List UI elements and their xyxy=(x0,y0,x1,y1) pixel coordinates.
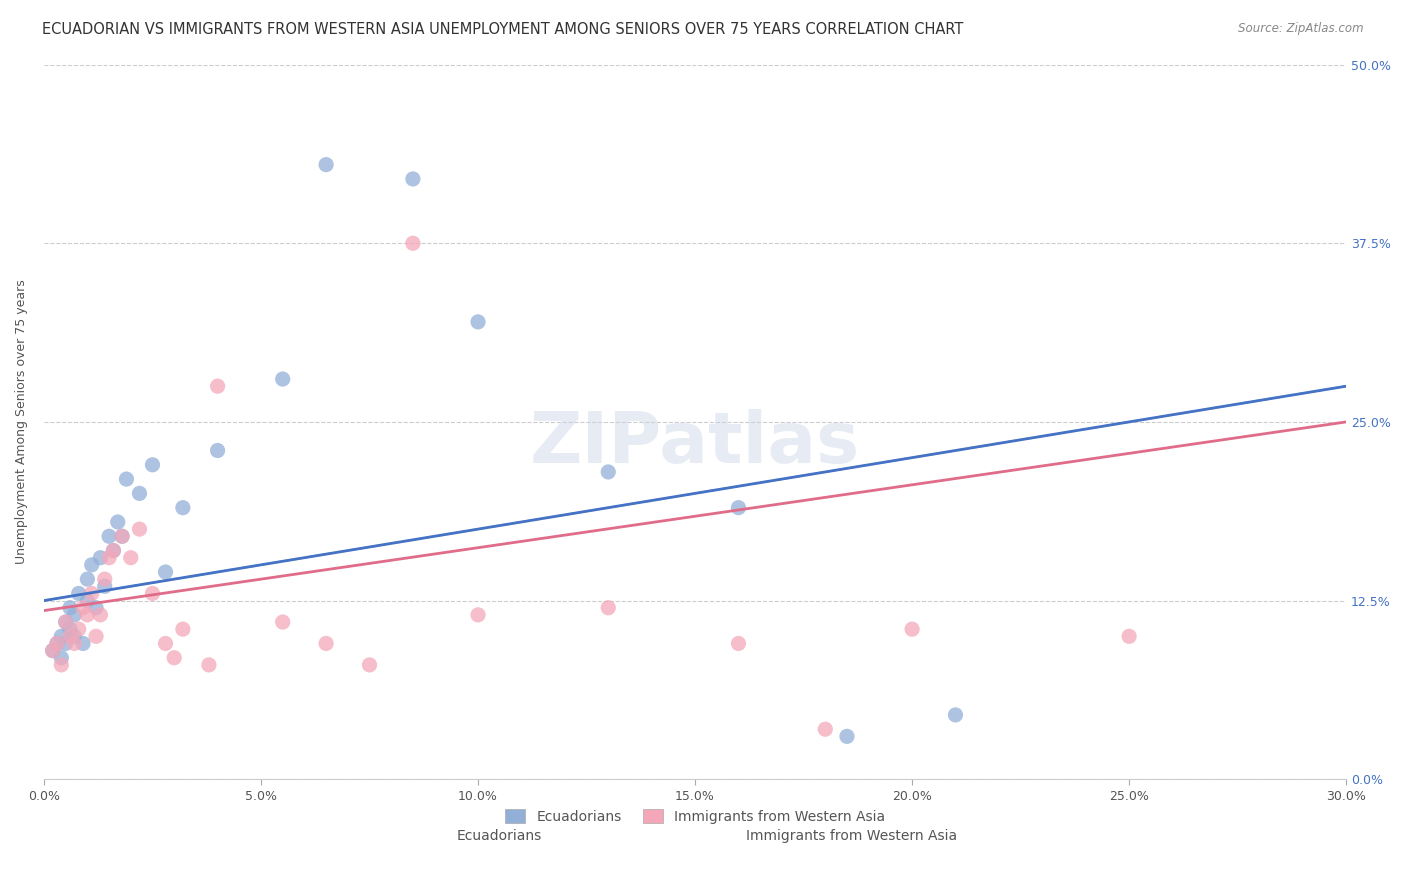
Point xyxy=(814,723,837,737)
Point xyxy=(55,636,77,650)
Point xyxy=(103,543,125,558)
Point xyxy=(63,636,86,650)
Point xyxy=(89,607,111,622)
Point xyxy=(172,622,194,636)
Point xyxy=(271,615,294,629)
Point xyxy=(80,586,103,600)
Point xyxy=(63,629,86,643)
Point xyxy=(55,615,77,629)
Point xyxy=(207,379,229,393)
Point xyxy=(76,572,98,586)
Point xyxy=(63,607,86,622)
Point xyxy=(467,315,489,329)
Point xyxy=(72,636,94,650)
Point xyxy=(111,529,134,543)
Point xyxy=(402,172,425,186)
Point xyxy=(93,579,115,593)
Point xyxy=(89,550,111,565)
Point xyxy=(67,586,90,600)
Point xyxy=(945,707,967,722)
Point xyxy=(67,622,90,636)
Point xyxy=(115,472,138,486)
Point xyxy=(59,629,82,643)
Point xyxy=(901,622,924,636)
Point xyxy=(51,650,73,665)
Text: Immigrants from Western Asia: Immigrants from Western Asia xyxy=(745,830,957,843)
Point xyxy=(59,600,82,615)
Point xyxy=(120,550,142,565)
Point xyxy=(172,500,194,515)
Point xyxy=(271,372,294,386)
Point xyxy=(93,572,115,586)
Point xyxy=(198,657,221,672)
Point xyxy=(41,643,63,657)
Point xyxy=(46,636,69,650)
Point xyxy=(128,522,150,536)
Point xyxy=(128,486,150,500)
Point xyxy=(141,458,163,472)
Point xyxy=(467,607,489,622)
Point xyxy=(155,565,177,579)
Point xyxy=(98,550,121,565)
Point xyxy=(46,636,69,650)
Point xyxy=(835,730,858,744)
Text: ECUADORIAN VS IMMIGRANTS FROM WESTERN ASIA UNEMPLOYMENT AMONG SENIORS OVER 75 YE: ECUADORIAN VS IMMIGRANTS FROM WESTERN AS… xyxy=(42,22,963,37)
Point xyxy=(111,529,134,543)
Point xyxy=(727,636,749,650)
Point xyxy=(598,600,620,615)
Point xyxy=(41,643,63,657)
Point xyxy=(76,607,98,622)
Point xyxy=(1118,629,1140,643)
Point xyxy=(103,543,125,558)
Point xyxy=(107,515,129,529)
Point xyxy=(84,629,107,643)
Point xyxy=(51,657,73,672)
Point xyxy=(315,636,337,650)
Point xyxy=(727,500,749,515)
Point xyxy=(155,636,177,650)
Y-axis label: Unemployment Among Seniors over 75 years: Unemployment Among Seniors over 75 years xyxy=(15,279,28,565)
Point xyxy=(402,236,425,251)
Point xyxy=(84,600,107,615)
Point xyxy=(80,558,103,572)
Point xyxy=(359,657,381,672)
Text: Ecuadorians: Ecuadorians xyxy=(457,830,543,843)
Point xyxy=(72,600,94,615)
Point xyxy=(51,629,73,643)
Point xyxy=(163,650,186,665)
Text: Source: ZipAtlas.com: Source: ZipAtlas.com xyxy=(1239,22,1364,36)
Point xyxy=(141,586,163,600)
Point xyxy=(598,465,620,479)
Point xyxy=(98,529,121,543)
Point xyxy=(76,593,98,607)
Point xyxy=(207,443,229,458)
Point xyxy=(55,615,77,629)
Point xyxy=(315,158,337,172)
Text: ZIPatlas: ZIPatlas xyxy=(530,409,860,478)
Legend: Ecuadorians, Immigrants from Western Asia: Ecuadorians, Immigrants from Western Asi… xyxy=(499,804,891,830)
Point xyxy=(59,622,82,636)
